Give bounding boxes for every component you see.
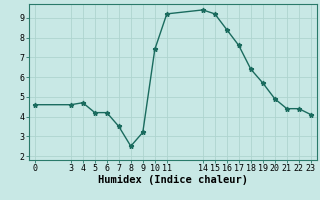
X-axis label: Humidex (Indice chaleur): Humidex (Indice chaleur) [98,175,248,185]
